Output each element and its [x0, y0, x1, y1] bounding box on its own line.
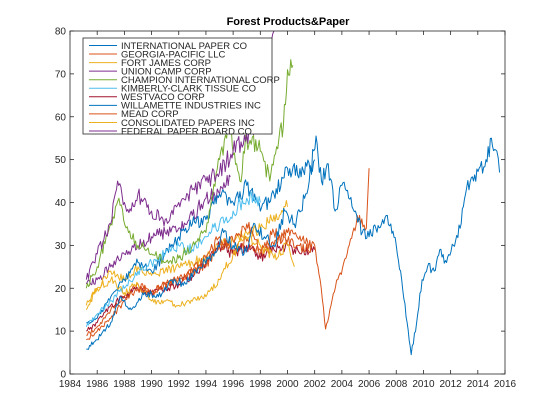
x-tick-label: 1986: [86, 379, 109, 390]
legend-entry: WESTVACO CORP: [121, 92, 205, 103]
legend-entry: FORT JAMES CORP: [121, 58, 211, 69]
x-axis: 1984 1986 1988 1990 1992 1994 1996 1998 2000 2002…: [59, 31, 517, 390]
series-line: [85, 191, 261, 328]
legend-entry: CONSOLIDATED PAPERS INC: [121, 118, 255, 129]
x-tick-label: 2014: [467, 379, 490, 390]
series-line: [86, 168, 370, 341]
x-tick-label: 1998: [249, 379, 272, 390]
legend-entry: GEORGIA-PACIFIC LLC: [121, 49, 225, 60]
x-tick-label: 2010: [412, 379, 435, 390]
chart-title: Forest Products&Paper: [227, 16, 351, 28]
y-tick-label: 0: [60, 370, 66, 381]
x-tick-label: 1996: [222, 379, 245, 390]
x-tick-label: 2008: [385, 379, 408, 390]
y-tick-label: 80: [55, 27, 67, 38]
legend-entry: MEAD CORP: [121, 109, 179, 120]
series-line: [85, 233, 295, 310]
legend-entry: FEDERAL PAPER BOARD CO: [121, 126, 252, 137]
series-line: [85, 31, 275, 280]
legend-entry: KIMBERLY-CLARK TISSUE CO: [121, 84, 256, 95]
y-tick-label: 10: [55, 327, 67, 338]
x-tick-label: 1988: [113, 379, 136, 390]
y-tick-label: 30: [55, 241, 67, 252]
x-tick-label: 2002: [304, 379, 327, 390]
y-tick-label: 60: [55, 112, 67, 123]
x-tick-label: 2006: [358, 379, 381, 390]
series-layer: [85, 31, 501, 356]
y-tick-label: 20: [55, 284, 67, 295]
x-tick-label: 2004: [331, 379, 354, 390]
legend-entry: UNION CAMP CORP: [121, 66, 212, 77]
x-tick-label: 1994: [195, 379, 218, 390]
series-line: [85, 59, 294, 289]
y-tick-label: 40: [55, 198, 67, 209]
x-tick-label: 1992: [168, 379, 191, 390]
x-tick-label: 2000: [276, 379, 299, 390]
series-line: [86, 227, 313, 336]
legend-entry: INTERNATIONAL PAPER CO: [121, 41, 247, 52]
series-line: [85, 174, 231, 286]
y-tick-label: 50: [55, 155, 67, 166]
series-line: [86, 135, 501, 356]
y-tick-label: 70: [55, 69, 67, 80]
x-tick-label: 1990: [140, 379, 163, 390]
y-axis: 0 10 20 30 40 50 60 70 80: [55, 27, 505, 381]
x-tick-label: 1984: [59, 379, 82, 390]
series-line: [86, 159, 316, 324]
x-tick-label: 2012: [440, 379, 463, 390]
legend-entry: CHAMPION INTERNATIONAL CORP: [121, 75, 280, 86]
x-tick-label: 2016: [494, 379, 517, 390]
legend-entry: WILLAMETTE INDUSTRIES INC: [121, 101, 261, 112]
series-line: [85, 199, 288, 306]
